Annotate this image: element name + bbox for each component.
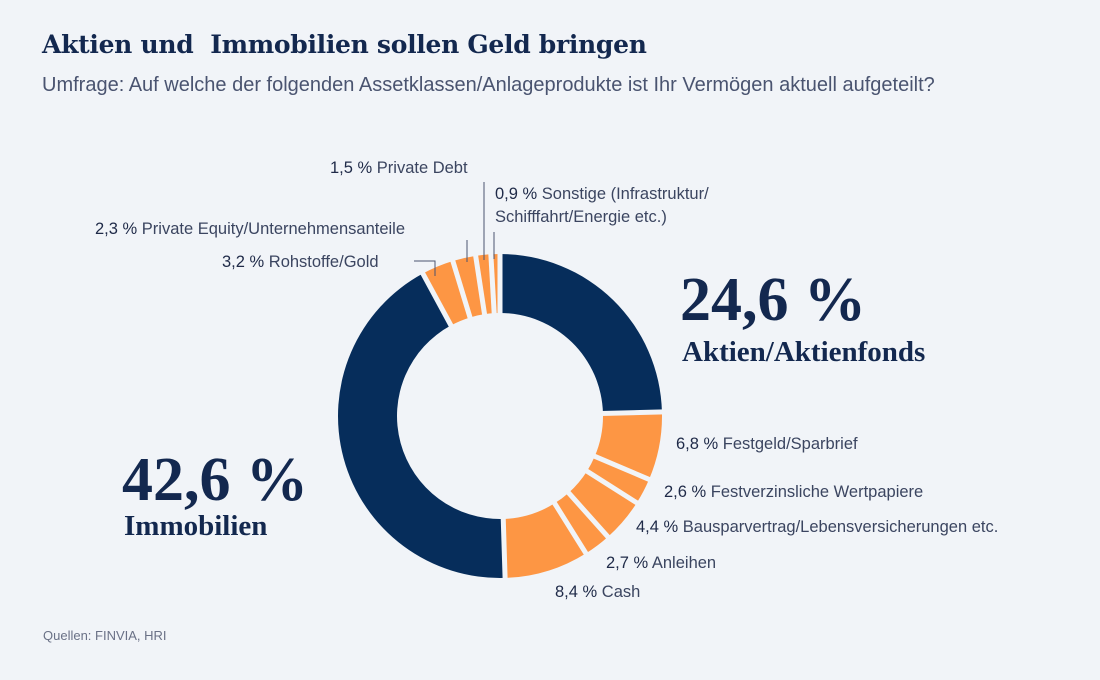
slice-value: 6,8 % xyxy=(676,435,723,453)
value-label-immobilien: 42,6 % xyxy=(122,446,308,514)
slice-category: Festgeld/Sparbrief xyxy=(723,435,858,453)
slice-labels: 24,6 %Aktien/Aktienfonds 6,8 % Festgeld/S… xyxy=(95,159,998,601)
slice-label-private-debt: 1,5 % Private Debt xyxy=(330,159,468,177)
slice-separator xyxy=(600,409,665,416)
slice-separator xyxy=(591,453,652,483)
slice-label-bausparvertrag-lebensversicherungen-etc: 4,4 % Bausparvertrag/Lebensversicherunge… xyxy=(636,518,998,536)
category-label-immobilien: Immobilien xyxy=(124,510,267,542)
slice-separator xyxy=(500,516,508,580)
slice-label-private-equity-unternehmensanteile: 2,3 % Private Equity/Unternehmensanteile xyxy=(95,220,405,238)
slice-value: 8,4 % xyxy=(555,583,602,601)
slice-value: 1,5 % xyxy=(330,159,377,177)
slice-rohstoffe-gold xyxy=(422,261,471,326)
slice-value: 3,2 % xyxy=(222,253,269,271)
slice-category: Rohstoffe/Gold xyxy=(269,253,379,271)
slice-category: Private Equity/Unternehmensanteile xyxy=(142,220,405,238)
slice-separator xyxy=(551,500,590,557)
source-note: Quellen: FINVIA, HRI xyxy=(43,628,167,643)
slice-separator xyxy=(488,252,497,316)
donut-slices xyxy=(338,252,665,580)
leader-lines xyxy=(414,182,495,276)
slice-category: Cash xyxy=(602,583,641,601)
slice-category: Private Debt xyxy=(377,159,468,177)
slice-separator xyxy=(565,489,612,540)
chart-subtitle: Umfrage: Auf welche der folgenden Assetk… xyxy=(42,74,935,96)
slice-separator xyxy=(419,270,455,329)
leader-line-rohstoffe-gold xyxy=(414,260,436,276)
value-label-aktien-aktienfonds: 24,6 % xyxy=(680,266,866,334)
slice-label-anleihen: 2,7 % Anleihen xyxy=(606,554,716,572)
slice-value: 0,9 % xyxy=(495,185,542,203)
slice-value: 2,6 % xyxy=(664,483,711,501)
slice-anleihen xyxy=(554,492,608,554)
slice-separator xyxy=(449,258,473,321)
slice-label-cash: 8,4 % Cash xyxy=(555,583,640,601)
slice-value: 4,4 % xyxy=(636,518,683,536)
slice-value: 2,7 % xyxy=(606,554,652,572)
slice-label-festgeld-sparbrief: 6,8 % Festgeld/Sparbrief xyxy=(676,435,858,453)
slice-label-rohstoffe-gold: 3,2 % Rohstoffe/Gold xyxy=(222,253,379,271)
slice-bausparvertrag-lebensversicherungen-etc xyxy=(568,471,637,537)
category-label-aktien-aktienfonds: Aktien/Aktienfonds xyxy=(682,336,925,368)
slice-category-line2: Schifffahrt/Energie etc.) xyxy=(495,208,667,226)
chart-title: Aktien und Immobilien sollen Geld bringe… xyxy=(42,30,647,59)
slice-festverzinsliche-wertpapiere xyxy=(586,456,650,503)
slice-label-festverzinsliche-wertpapiere: 2,6 % Festverzinsliche Wertpapiere xyxy=(664,483,923,501)
slice-immobilien xyxy=(338,273,506,578)
slice-separator xyxy=(583,468,640,506)
slice-aktien-aktienfonds xyxy=(500,254,662,414)
slice-category: Sonstige (Infrastruktur/ xyxy=(542,185,709,203)
slice-category: Anleihen xyxy=(652,554,716,572)
slice-category: Festverzinsliche Wertpapiere xyxy=(711,483,923,501)
slice-category: Bausparvertrag/Lebensversicherungen etc. xyxy=(683,518,999,536)
slice-separator xyxy=(472,253,488,317)
slice-label-sonstige-infrastruktur-schifffahrt-energie-etc: 0,9 % Sonstige (Infrastruktur/Schifffahr… xyxy=(495,185,709,226)
slice-value: 2,3 % xyxy=(95,220,142,238)
